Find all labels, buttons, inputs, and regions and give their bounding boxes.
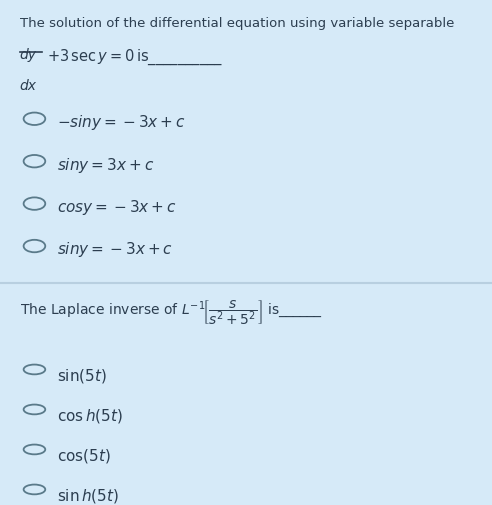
Text: $\mathit{cosy} = -3x + c$: $\mathit{cosy} = -3x + c$ [57,198,176,217]
Text: The Laplace inverse of $L^{-1}\!\left[\dfrac{s}{s^2 + 5^2}\right]$ is______: The Laplace inverse of $L^{-1}\!\left[\d… [20,298,322,327]
Text: $\mathit{siny} = -3x + c$: $\mathit{siny} = -3x + c$ [57,240,173,260]
Text: dy: dy [20,48,37,62]
Text: $\sin(5t)$: $\sin(5t)$ [57,367,107,385]
Text: $\cos(5t)$: $\cos(5t)$ [57,447,110,465]
Text: $\sin h(5t)$: $\sin h(5t)$ [57,487,119,505]
Text: The solution of the differential equation using variable separable: The solution of the differential equatio… [20,17,454,30]
Text: dx: dx [20,79,37,93]
Text: $+ 3\,\mathrm{sec}\, y = 0\,\mathrm{is}$__________: $+ 3\,\mathrm{sec}\, y = 0\,\mathrm{is}$… [47,48,223,68]
Text: $-\mathit{siny} = -3x + c$: $-\mathit{siny} = -3x + c$ [57,113,185,132]
Text: $\mathit{siny} = 3x + c$: $\mathit{siny} = 3x + c$ [57,156,154,175]
Text: $\cos h(5t)$: $\cos h(5t)$ [57,407,123,425]
